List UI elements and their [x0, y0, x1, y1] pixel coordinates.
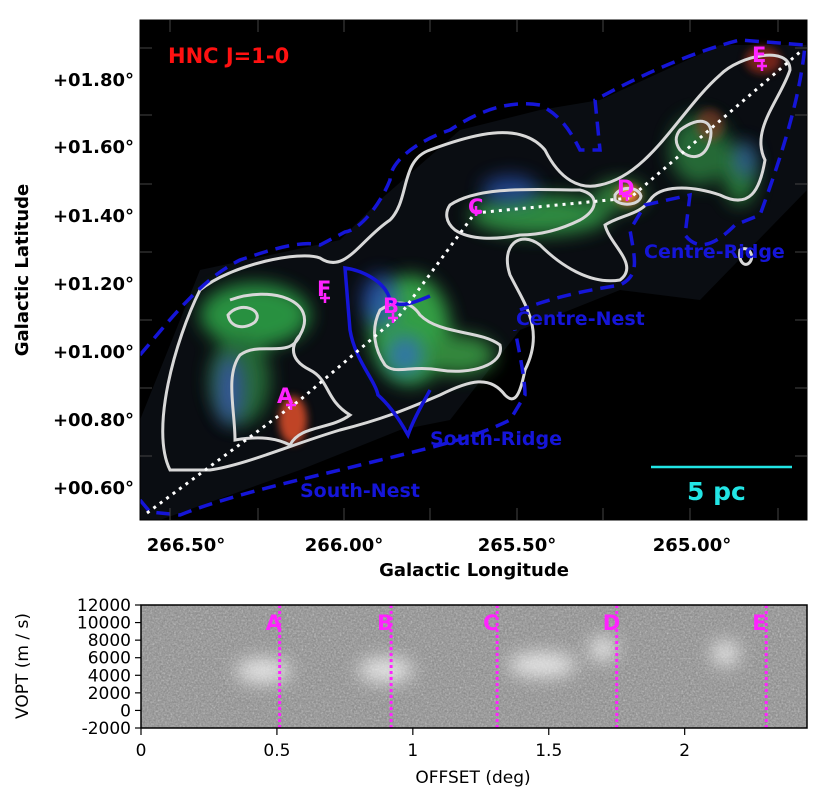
point-label-b: B: [383, 294, 399, 318]
map-x-tick-label: 266.50°: [147, 535, 225, 556]
point-markers: [286, 61, 767, 410]
map-x-tick-label: 265.50°: [478, 535, 556, 556]
pv-y-tick-label: 6000: [88, 649, 131, 669]
pv-y-tick-label: 10000: [77, 614, 131, 634]
pv-frame: [140, 604, 808, 729]
point-label-c: C: [468, 195, 483, 219]
map-panel: 5 pc HNC J=1-0 Centre-Ridge Centre-Nest …: [12, 19, 808, 581]
map-y-tick-label: +01.00°: [53, 342, 134, 363]
pv-marker-label: D: [603, 611, 620, 635]
pv-emission-blob: [711, 641, 740, 666]
map-x-axis-title: Galactic Longitude: [379, 560, 569, 581]
scale-bar-label: 5 pc: [687, 477, 746, 506]
map-y-tick-label: +01.20°: [53, 274, 134, 295]
map-y-axis-title: Galactic Latitude: [12, 184, 33, 357]
pv-y-tick-label: 8000: [88, 631, 131, 651]
map-x-tick-label: 265.00°: [653, 535, 731, 556]
point-label-a: A: [277, 384, 294, 408]
region-label-centre-ridge: Centre-Ridge: [644, 241, 785, 263]
pv-y-tick-label: 2000: [88, 684, 131, 704]
pv-x-tick-label: 0: [136, 741, 147, 761]
pv-x-tick-label: 1.5: [535, 741, 562, 761]
pv-emission-blob: [507, 652, 576, 677]
pv-emission-blob: [236, 658, 291, 683]
pv-panel: A B C D E 0 0.5 1 1.5 2 120001000080006000400020…: [13, 596, 808, 788]
pv-emission-blob: [589, 636, 617, 661]
region-label-south-ridge: South-Ridge: [430, 428, 562, 450]
point-label-e: E: [752, 43, 766, 67]
intensity-contours: [161, 53, 792, 472]
pv-y-tick-label: 0: [120, 701, 131, 721]
pv-markers: A B C D E: [266, 605, 768, 728]
point-label-d: D: [617, 176, 634, 200]
map-y-tick-label: +00.80°: [53, 410, 134, 431]
region-label-centre-nest: Centre-Nest: [516, 308, 645, 330]
map-title: HNC J=1-0: [168, 44, 289, 68]
map-y-tick-label: +01.60°: [53, 137, 134, 158]
pv-y-tick-label: -2000: [82, 719, 131, 739]
map-image: [140, 38, 807, 520]
pv-emission: [236, 636, 740, 683]
map-x-tick-label: 266.00°: [305, 535, 383, 556]
map-y-tick-label: +00.60°: [53, 478, 134, 499]
pv-x-ticks: 0 0.5 1 1.5 2: [136, 728, 690, 761]
pv-marker-label: A: [266, 611, 283, 635]
pv-marker-label: C: [483, 611, 498, 635]
pv-x-tick-label: 2: [679, 741, 690, 761]
pv-marker-label: E: [752, 611, 766, 635]
map-y-tick-label: +01.80°: [53, 70, 134, 91]
pv-marker-label: B: [377, 611, 393, 635]
pv-y-tick-label: 12000: [77, 596, 131, 616]
region-label-south-nest: South-Nest: [300, 480, 420, 502]
pv-x-tick-label: 0.5: [263, 741, 290, 761]
pv-x-tick-label: 1: [407, 741, 418, 761]
pv-y-tick-label: 4000: [88, 666, 131, 686]
map-y-tick-label: +01.40°: [53, 206, 134, 227]
filament-spine: [146, 50, 801, 515]
pv-y-axis-title: VOPT (m / s): [13, 613, 33, 719]
region-boundaries: [140, 38, 807, 517]
point-label-f: F: [317, 277, 331, 301]
map-frame: [139, 19, 808, 521]
map-ticks: [140, 20, 807, 520]
pv-x-axis-title: OFFSET (deg): [415, 768, 530, 788]
pv-emission-blob: [358, 658, 413, 683]
pv-image: [141, 605, 807, 728]
